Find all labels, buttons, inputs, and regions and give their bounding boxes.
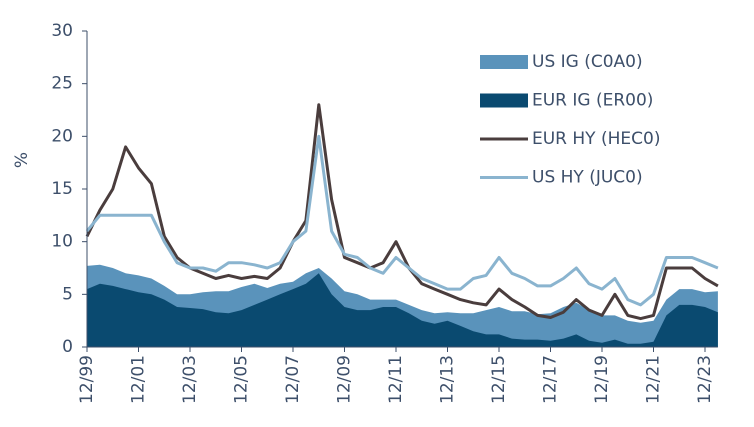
- y-axis-label: %: [12, 152, 32, 168]
- area: [87, 273, 718, 347]
- x-tick-label: 12/19: [592, 355, 612, 404]
- y-tick-label: 15: [51, 179, 73, 199]
- legend-swatch: [480, 55, 528, 69]
- x-tick-label: 12/09: [335, 355, 355, 404]
- y-tick-label: 25: [51, 74, 73, 94]
- legend-swatch: [480, 93, 528, 108]
- y-tick-label: 20: [51, 126, 73, 146]
- x-tick-label: 12/11: [386, 355, 406, 404]
- x-tick-label: 12/01: [129, 355, 149, 404]
- y-tick-label: 0: [62, 337, 73, 357]
- x-tick-label: 12/23: [695, 355, 715, 404]
- x-tick-label: 12/07: [283, 355, 303, 404]
- x-tick-label: 12/03: [180, 355, 200, 404]
- legend-label: US IG (C0A0): [532, 52, 643, 72]
- x-tick-label: 12/21: [644, 355, 664, 404]
- x-tick-label: 12/17: [541, 355, 561, 404]
- legend-label: EUR HY (HEC0): [532, 129, 660, 149]
- x-tick-label: 12/13: [438, 355, 458, 404]
- line: [85, 134, 719, 307]
- legend-label: US HY (JUC0): [532, 168, 643, 188]
- x-tick-label: 12/05: [232, 355, 252, 404]
- y-tick-label: 5: [62, 284, 73, 304]
- x-tick-label: 12/99: [77, 355, 97, 404]
- y-tick-label: 10: [51, 232, 73, 252]
- x-tick-label: 12/15: [489, 355, 509, 404]
- legend-label: EUR IG (ER00): [532, 91, 653, 111]
- y-tick-label: 30: [51, 21, 73, 41]
